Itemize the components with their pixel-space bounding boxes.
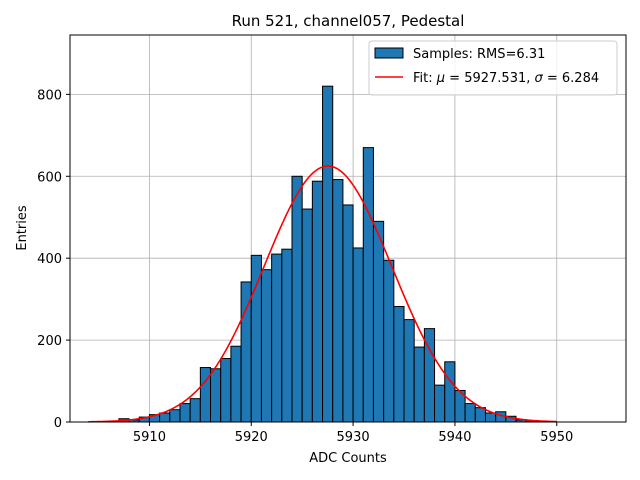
histogram-bar: [444, 361, 456, 423]
x-tick-label: 5910: [133, 430, 166, 445]
y-tick-label: 0: [54, 416, 62, 431]
histogram-bar: [311, 180, 324, 423]
chart-title: Run 521, channel057, Pedestal: [232, 12, 465, 30]
histogram-bar: [230, 345, 242, 423]
histogram-bar: [179, 403, 191, 423]
fit-curve: [88, 165, 557, 423]
legend-samples-label: Samples: RMS=6.31: [413, 47, 545, 62]
histogram-bar: [413, 346, 425, 423]
y-tick-label: 400: [37, 252, 62, 267]
histogram-bar: [362, 147, 374, 423]
x-axis-title: ADC Counts: [309, 451, 387, 466]
histogram-bar: [474, 407, 486, 423]
x-tick-label: 5940: [438, 430, 471, 445]
histogram-bar: [189, 398, 201, 423]
legend-sigma-value: = 6.284: [543, 71, 599, 86]
histogram-bar: [372, 220, 385, 423]
y-tick-label: 800: [37, 88, 62, 103]
y-tick-label: 200: [37, 334, 62, 349]
histogram-bar: [332, 179, 344, 423]
histogram-bar: [260, 269, 273, 423]
histogram-bar: [281, 248, 293, 423]
histogram-bar: [291, 175, 303, 423]
histogram-bar: [210, 368, 222, 423]
legend-mu-symbol: μ: [436, 71, 445, 86]
histogram-bars: [118, 85, 537, 423]
histogram-bar: [434, 384, 446, 423]
histogram-bar: [220, 358, 232, 423]
histogram-bar: [159, 412, 171, 423]
legend: Samples: RMS=6.31 Fit: μ = 5927.531, σ =…: [368, 40, 618, 96]
y-axis-title: Entries: [15, 205, 30, 251]
y-tick-label: 600: [37, 170, 62, 185]
histogram-bar: [484, 412, 497, 423]
legend-samples-swatch: [374, 47, 404, 59]
histogram-bar: [250, 254, 262, 423]
legend-mu-value: = 5927.531,: [445, 71, 534, 86]
histogram-bar: [352, 247, 364, 423]
plot-frame: [69, 34, 627, 423]
histogram-bar: [393, 306, 405, 423]
x-axis-ticks: 5910 5920 5930 5940 5950: [133, 422, 573, 445]
x-tick-label: 5920: [235, 430, 268, 445]
histogram-bar: [301, 208, 313, 423]
legend-sigma-symbol: σ: [535, 71, 544, 86]
histogram-bar: [342, 204, 354, 423]
x-tick-label: 5930: [337, 430, 370, 445]
histogram-bar: [464, 403, 476, 423]
y-axis-ticks: 0 200 400 600 800: [37, 88, 70, 431]
histogram-bar: [322, 85, 334, 423]
legend-box: [368, 40, 618, 96]
legend-fit-label: Fit: μ = 5927.531, σ = 6.284: [413, 71, 599, 86]
histogram-bar: [271, 253, 283, 423]
histogram-bar: [383, 259, 395, 423]
histogram-bar: [240, 281, 252, 423]
x-tick-label: 5950: [540, 430, 573, 445]
histogram-bar: [169, 409, 181, 423]
histogram-bar: [403, 319, 415, 423]
legend-fit-prefix: Fit:: [413, 71, 437, 86]
